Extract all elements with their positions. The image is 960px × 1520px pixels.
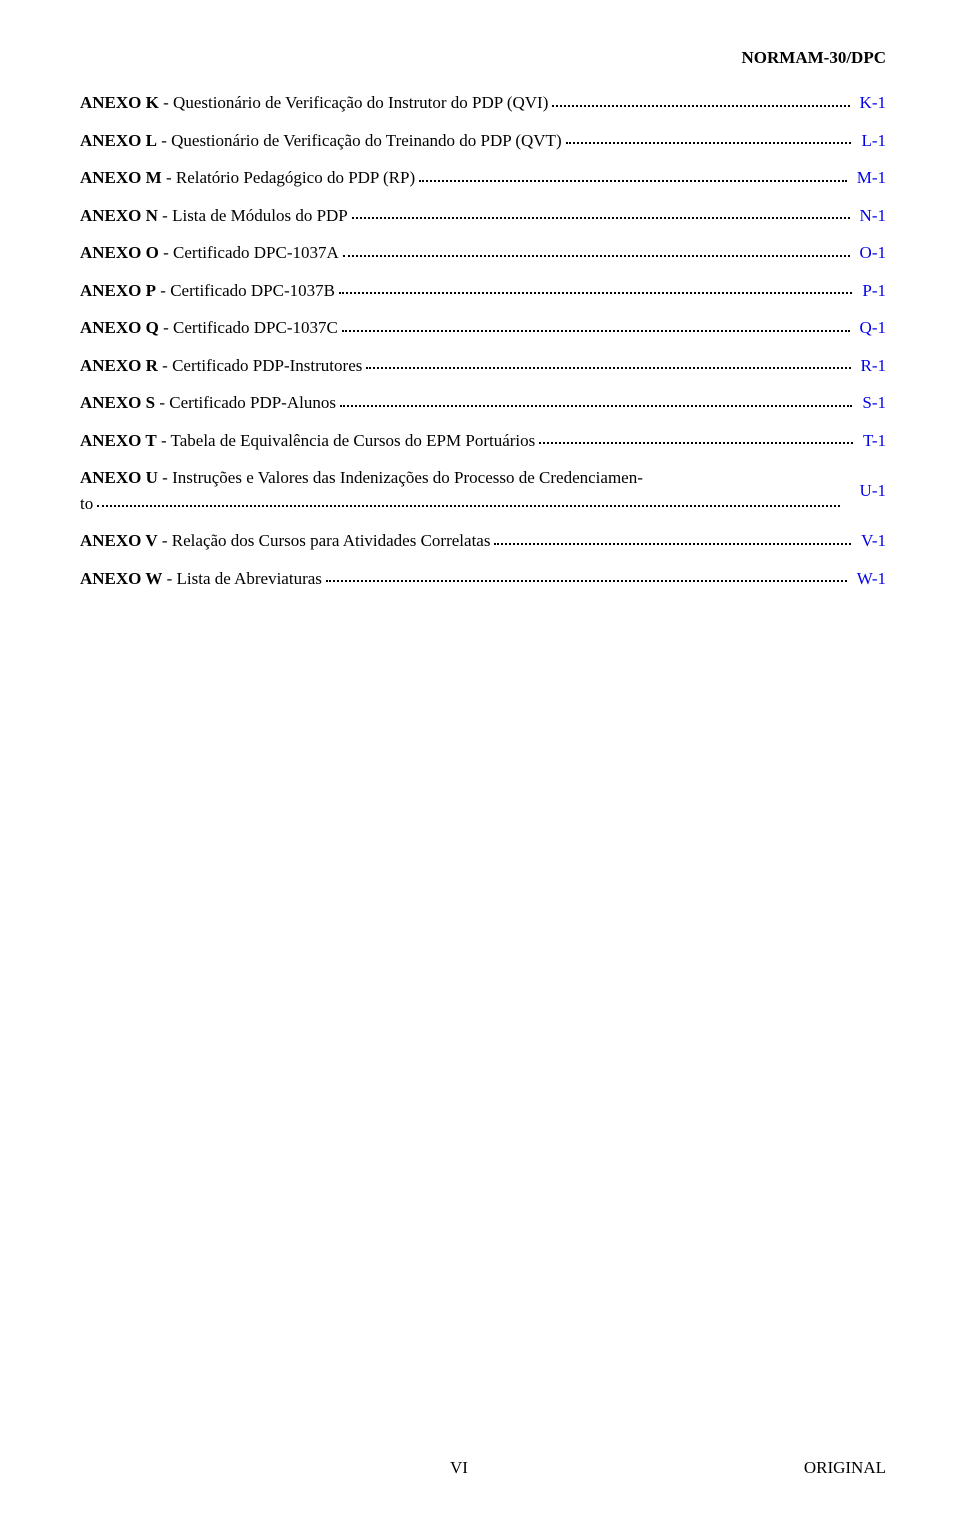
toc-description: - Certificado PDP-Instrutores bbox=[158, 356, 362, 375]
toc-item: ANEXO V - Relação dos Cursos para Ativid… bbox=[80, 528, 886, 554]
toc-item: ANEXO R - Certificado PDP-Instrutores R-… bbox=[80, 353, 886, 379]
toc-item: ANEXO M - Relatório Pedagógico do PDP (R… bbox=[80, 165, 886, 191]
toc-item: ANEXO W - Lista de Abreviaturas W-1 bbox=[80, 566, 886, 592]
toc-description: - Lista de Abreviaturas bbox=[162, 569, 322, 588]
toc-description: - Questionário de Verificação do Treinan… bbox=[157, 131, 562, 150]
toc-dots bbox=[343, 255, 850, 257]
page-number: VI bbox=[450, 1458, 468, 1478]
toc-list: ANEXO K - Questionário de Verificação do… bbox=[80, 90, 886, 591]
toc-description: - Certificado DPC-1037B bbox=[156, 281, 335, 300]
toc-prefix: ANEXO R bbox=[80, 356, 158, 375]
document-status: ORIGINAL bbox=[804, 1458, 886, 1478]
toc-item: ANEXO O - Certificado DPC-1037A O-1 bbox=[80, 240, 886, 266]
toc-page-link[interactable]: Q-1 bbox=[860, 315, 886, 341]
toc-dots bbox=[566, 142, 852, 144]
toc-item: ANEXO P - Certificado DPC-1037B P-1 bbox=[80, 278, 886, 304]
toc-page-link[interactable]: N-1 bbox=[860, 203, 886, 229]
toc-item: ANEXO L - Questionário de Verificação do… bbox=[80, 128, 886, 154]
toc-item: ANEXO N - Lista de Módulos do PDP N-1 bbox=[80, 203, 886, 229]
toc-prefix: ANEXO W bbox=[80, 569, 162, 588]
toc-item: ANEXO S - Certificado PDP-Alunos S-1 bbox=[80, 390, 886, 416]
toc-dots bbox=[552, 105, 849, 107]
toc-description: - Tabela de Equivalência de Cursos do EP… bbox=[157, 431, 536, 450]
toc-description: - Certificado DPC-1037A bbox=[159, 243, 339, 262]
toc-prefix: ANEXO L bbox=[80, 131, 157, 150]
toc-page-link[interactable]: R-1 bbox=[861, 353, 887, 379]
toc-dots bbox=[340, 405, 852, 407]
footer: VI ORIGINAL bbox=[0, 1458, 960, 1478]
toc-dots bbox=[326, 580, 847, 582]
toc-dots bbox=[419, 180, 847, 182]
toc-prefix: ANEXO K bbox=[80, 93, 159, 112]
toc-page-link[interactable]: U-1 bbox=[860, 478, 886, 504]
toc-dots bbox=[342, 330, 850, 332]
toc-prefix: ANEXO T bbox=[80, 431, 157, 450]
toc-dots bbox=[366, 367, 850, 369]
toc-dots bbox=[97, 505, 839, 507]
toc-prefix: ANEXO O bbox=[80, 243, 159, 262]
toc-dots bbox=[339, 292, 852, 294]
toc-prefix: ANEXO P bbox=[80, 281, 156, 300]
toc-item: ANEXO T - Tabela de Equivalência de Curs… bbox=[80, 428, 886, 454]
toc-page-link[interactable]: P-1 bbox=[862, 278, 886, 304]
toc-prefix: ANEXO Q bbox=[80, 318, 159, 337]
toc-description: - Relação dos Cursos para Atividades Cor… bbox=[158, 531, 491, 550]
toc-page-link[interactable]: W-1 bbox=[857, 566, 886, 592]
toc-dots bbox=[539, 442, 853, 444]
toc-page-link[interactable]: O-1 bbox=[860, 240, 886, 266]
toc-page-link[interactable]: T-1 bbox=[863, 428, 886, 454]
toc-description: - Lista de Módulos do PDP bbox=[158, 206, 348, 225]
toc-item: ANEXO K - Questionário de Verificação do… bbox=[80, 90, 886, 116]
toc-dots bbox=[494, 543, 851, 545]
toc-prefix: ANEXO N bbox=[80, 206, 158, 225]
toc-page-link[interactable]: K-1 bbox=[860, 90, 886, 116]
toc-item: ANEXO U - Instruções e Valores das Inden… bbox=[80, 465, 886, 516]
toc-description: - Instruções e Valores das Indenizações … bbox=[158, 468, 643, 487]
toc-description-cont: to bbox=[80, 491, 93, 517]
toc-page-link[interactable]: V-1 bbox=[861, 528, 886, 554]
toc-dots bbox=[352, 217, 850, 219]
toc-prefix: ANEXO V bbox=[80, 531, 158, 550]
toc-page-link[interactable]: L-1 bbox=[861, 128, 886, 154]
toc-page-link[interactable]: S-1 bbox=[862, 390, 886, 416]
toc-page-link[interactable]: M-1 bbox=[857, 165, 886, 191]
toc-description: - Questionário de Verificação do Instrut… bbox=[159, 93, 549, 112]
toc-description: - Certificado PDP-Alunos bbox=[155, 393, 336, 412]
toc-description: - Relatório Pedagógico do PDP (RP) bbox=[162, 168, 415, 187]
document-header: NORMAM-30/DPC bbox=[80, 48, 886, 68]
toc-item: ANEXO Q - Certificado DPC-1037C Q-1 bbox=[80, 315, 886, 341]
toc-prefix: ANEXO S bbox=[80, 393, 155, 412]
toc-description: - Certificado DPC-1037C bbox=[159, 318, 338, 337]
toc-prefix: ANEXO M bbox=[80, 168, 162, 187]
toc-prefix: ANEXO U bbox=[80, 468, 158, 487]
